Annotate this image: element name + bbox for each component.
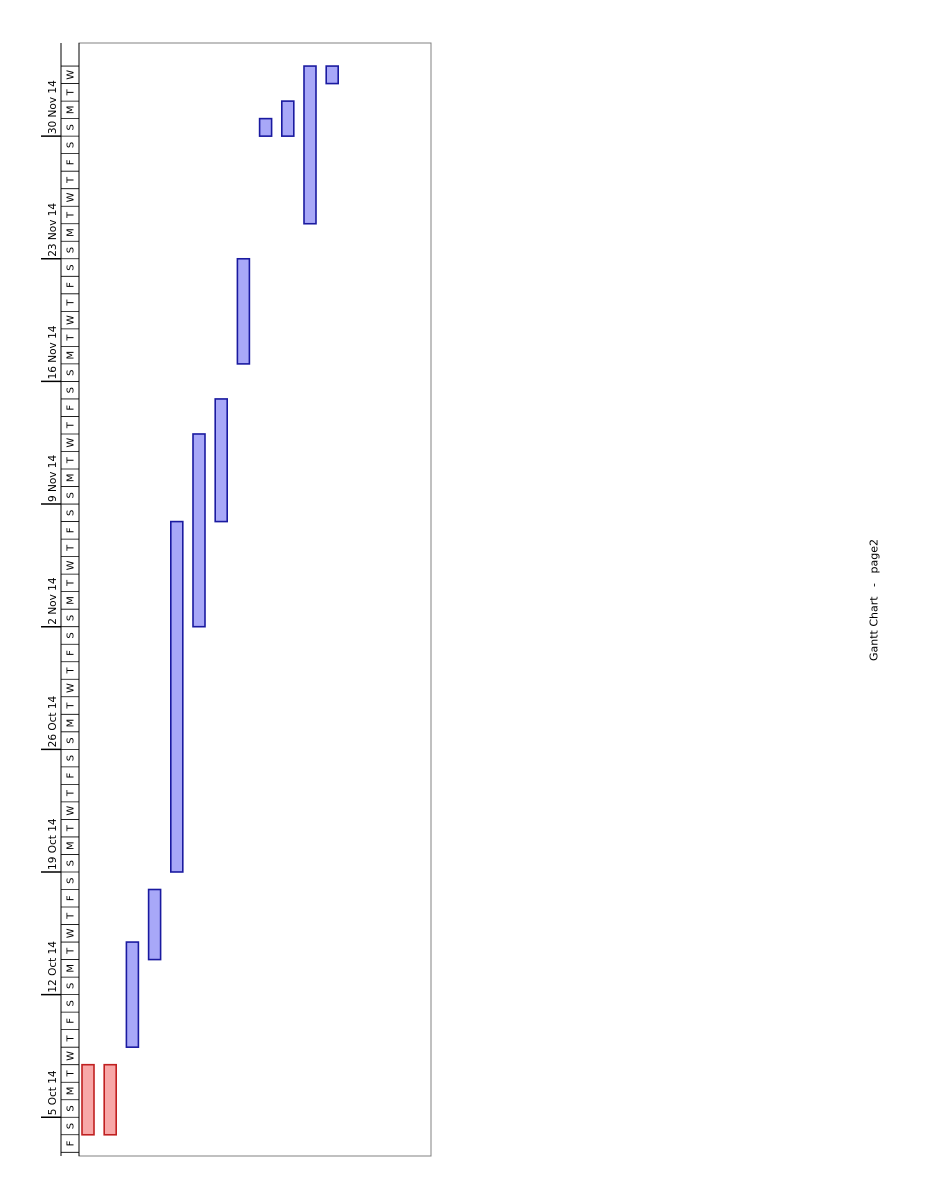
day-label: M <box>66 719 77 728</box>
day-label: T <box>66 299 77 307</box>
task-bar <box>258 117 273 137</box>
day-label: T <box>66 579 77 587</box>
task-bar <box>103 1063 117 1136</box>
day-label: S <box>66 264 77 270</box>
day-label: M <box>66 228 77 237</box>
day-label: M <box>66 106 77 115</box>
day-label: S <box>66 1105 77 1111</box>
day-label: F <box>66 159 77 165</box>
day-label: T <box>66 1034 77 1042</box>
day-label: F <box>66 773 77 779</box>
page-footer: Gantt Chart - page2 <box>868 539 881 661</box>
task-bar <box>280 100 295 137</box>
day-label: T <box>66 1070 77 1078</box>
task-bar <box>192 433 206 628</box>
task-bar <box>303 65 317 225</box>
day-label: W <box>66 438 77 448</box>
day-label: M <box>66 964 77 973</box>
day-label: S <box>66 510 77 516</box>
task-bar <box>81 1063 95 1136</box>
day-label: T <box>66 176 77 184</box>
day-label: W <box>66 683 77 693</box>
task-bar <box>325 65 340 85</box>
day-label: S <box>66 247 77 253</box>
day-label: S <box>66 124 77 130</box>
day-label: F <box>66 1140 77 1146</box>
day-label: W <box>66 1051 77 1061</box>
day-label: T <box>66 947 77 955</box>
day-label: F <box>66 527 77 533</box>
day-label: M <box>66 473 77 482</box>
day-label: M <box>66 1087 77 1096</box>
day-label: S <box>66 755 77 761</box>
day-label: M <box>66 596 77 605</box>
week-label: 12 Oct 14 <box>47 941 59 993</box>
task-bar <box>236 257 251 365</box>
week-label: 16 Nov 14 <box>47 325 59 379</box>
day-label: F <box>66 895 77 901</box>
task-bar <box>214 398 228 523</box>
day-label: W <box>66 192 77 202</box>
day-label: T <box>66 456 77 464</box>
week-label: 19 Oct 14 <box>47 818 59 870</box>
day-label: S <box>66 387 77 393</box>
day-label: M <box>66 351 77 360</box>
day-label: W <box>66 70 77 80</box>
day-label: T <box>66 544 77 552</box>
week-label: 5 Oct 14 <box>47 1070 59 1115</box>
day-label: S <box>66 492 77 498</box>
day-label: T <box>66 702 77 710</box>
day-label: T <box>66 667 77 675</box>
task-bar <box>125 941 140 1048</box>
day-label: T <box>66 421 77 429</box>
day-label: W <box>66 806 77 816</box>
day-label: S <box>66 983 77 989</box>
day-label: M <box>66 841 77 850</box>
day-label: W <box>66 928 77 938</box>
day-label: W <box>66 560 77 570</box>
day-label: F <box>66 1018 77 1024</box>
day-label: F <box>66 282 77 288</box>
day-label: T <box>66 88 77 96</box>
day-label: S <box>66 615 77 621</box>
day-label: T <box>66 912 77 920</box>
day-label: S <box>66 1123 77 1129</box>
footer-title: Gantt Chart <box>867 596 881 662</box>
day-label: F <box>66 405 77 411</box>
day-label: T <box>66 789 77 797</box>
day-label: S <box>66 1000 77 1006</box>
day-label: S <box>66 737 77 743</box>
day-label: F <box>66 650 77 656</box>
task-bar <box>170 520 184 873</box>
day-label: T <box>66 211 77 219</box>
day-label: S <box>66 369 77 375</box>
task-bar <box>147 888 162 961</box>
day-label: S <box>66 142 77 148</box>
week-label: 2 Nov 14 <box>47 577 59 625</box>
day-label: T <box>66 824 77 832</box>
week-label: 23 Nov 14 <box>47 203 59 257</box>
day-label: S <box>66 632 77 638</box>
week-label: 26 Oct 14 <box>47 695 59 747</box>
footer-separator: - <box>867 582 881 587</box>
day-label: W <box>66 315 77 325</box>
day-label: T <box>66 334 77 342</box>
week-label: 9 Nov 14 <box>47 455 59 503</box>
week-label: 30 Nov 14 <box>47 80 59 134</box>
day-label: S <box>66 878 77 884</box>
day-label: S <box>66 860 77 866</box>
footer-page: page2 <box>867 538 881 574</box>
